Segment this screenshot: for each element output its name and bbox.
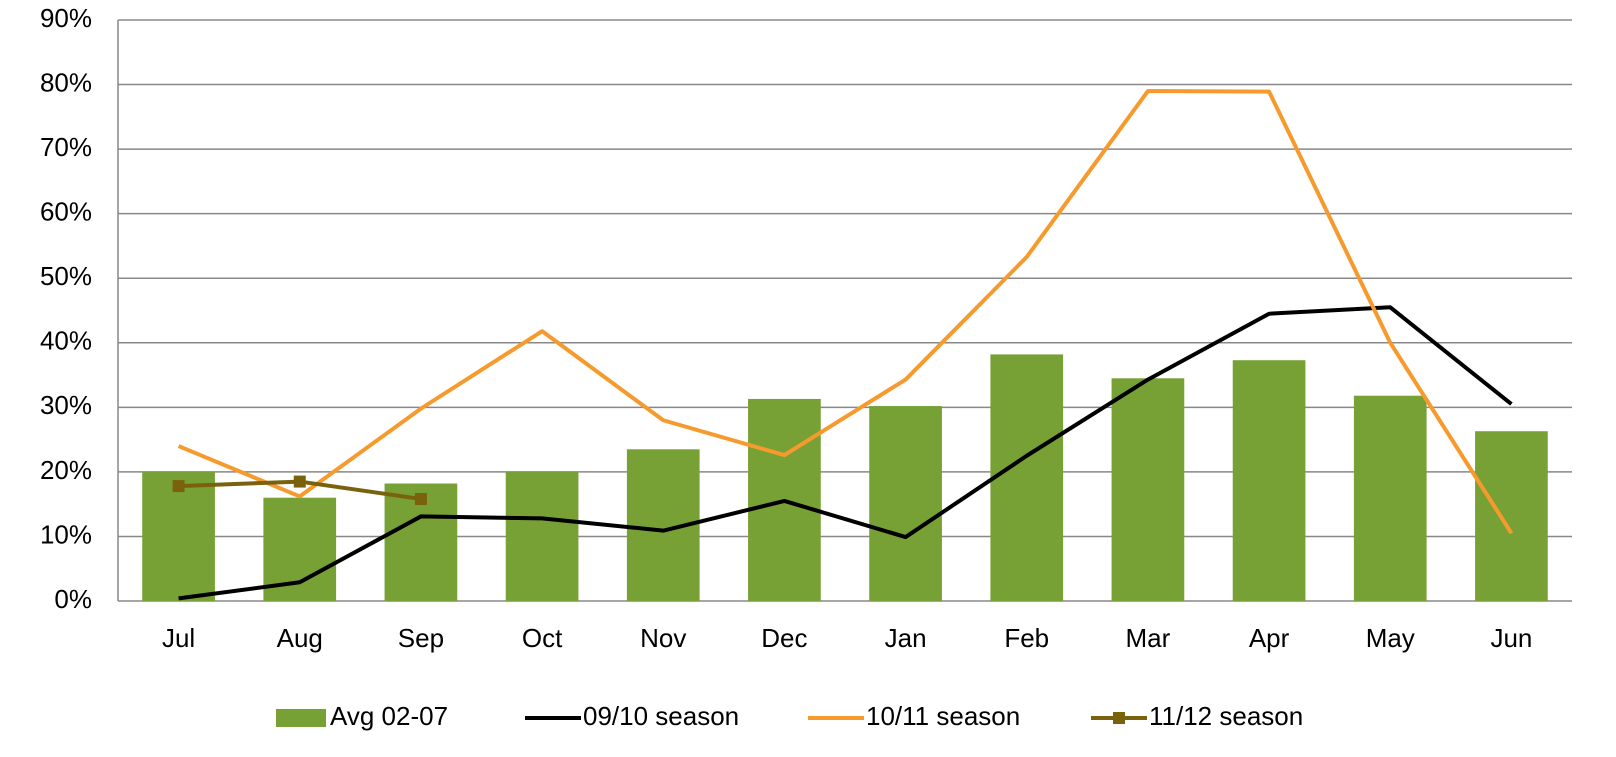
- legend-marker: [1113, 712, 1125, 724]
- legend-item: 09/10 season: [525, 701, 739, 731]
- bar: [142, 471, 215, 601]
- bar: [1111, 378, 1185, 601]
- legend-label: Avg 02-07: [330, 701, 448, 731]
- y-tick-label: 0%: [54, 584, 92, 614]
- line: [178, 305, 1513, 601]
- x-tick-label: Jan: [885, 623, 927, 653]
- marker: [414, 493, 427, 506]
- marker: [172, 480, 185, 493]
- legend-item: Avg 02-07: [276, 701, 448, 731]
- bar: [869, 406, 942, 601]
- x-tick-label: Mar: [1126, 623, 1171, 653]
- marker: [293, 475, 306, 488]
- bar: [1232, 360, 1306, 601]
- x-tick-label: May: [1366, 623, 1415, 653]
- bar: [990, 354, 1064, 601]
- y-tick-label: 50%: [40, 261, 92, 291]
- x-tick-label: Apr: [1249, 623, 1290, 653]
- legend-item: 10/11 season: [808, 701, 1020, 731]
- x-tick-label: Feb: [1004, 623, 1049, 653]
- x-tick-label: Jun: [1490, 623, 1532, 653]
- bar: [1475, 431, 1548, 601]
- y-tick-label: 80%: [40, 67, 92, 97]
- y-tick-label: 20%: [40, 455, 92, 485]
- legend-label: 11/12 season: [1149, 701, 1303, 731]
- x-tick-label: Dec: [761, 623, 807, 653]
- y-tick-label: 40%: [40, 326, 92, 356]
- y-tick-label: 60%: [40, 197, 92, 227]
- legend-swatch: [276, 709, 326, 727]
- line: [177, 89, 1514, 535]
- legend-label: 09/10 season: [583, 701, 739, 731]
- y-tick-label: 70%: [40, 132, 92, 162]
- y-tick-label: 30%: [40, 390, 92, 420]
- x-tick-label: Jul: [162, 623, 195, 653]
- x-tick-label: Oct: [522, 623, 563, 653]
- y-tick-label: 10%: [40, 519, 92, 549]
- bar: [1353, 395, 1427, 601]
- x-tick-label: Sep: [398, 623, 444, 653]
- bar: [505, 471, 579, 601]
- x-tick-label: Nov: [640, 623, 686, 653]
- y-tick-label: 90%: [40, 3, 92, 33]
- legend-item: 11/12 season: [1091, 701, 1303, 731]
- legend-label: 10/11 season: [866, 701, 1020, 731]
- x-tick-label: Aug: [277, 623, 323, 653]
